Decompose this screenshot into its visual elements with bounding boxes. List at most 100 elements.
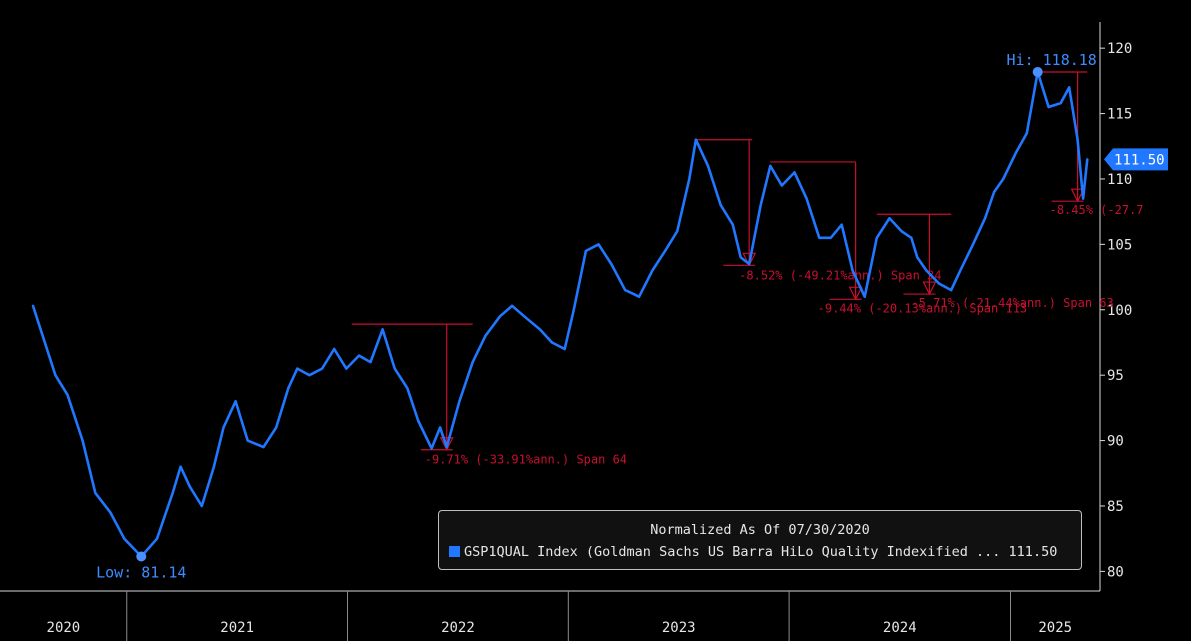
series-point [959, 269, 962, 272]
series-point [597, 243, 600, 246]
series-point [81, 439, 84, 442]
y-tick-label-115: 115 [1107, 107, 1132, 123]
series-point [805, 197, 808, 200]
x-tick-label-2022: 2022 [441, 620, 475, 636]
series-point [94, 491, 97, 495]
series-point [109, 511, 112, 514]
low-marker [136, 551, 147, 562]
drawdown-layer: -9.71% (-33.91%ann.) Span 64 -8.52% (-49.… [351, 71, 1144, 467]
legend-entry-label: GSP1QUAL Index (Goldman Sachs US Barra H… [464, 544, 1058, 560]
series-point [840, 223, 843, 226]
drawdown-label: -8.52% (-49.21%ann.) Span 34 [739, 268, 941, 282]
drawdown-label: -8.45% (-27.7 [1050, 203, 1144, 217]
series-point [275, 426, 278, 429]
series-point [393, 367, 396, 370]
drawdown-arrow [848, 286, 863, 301]
series-line [31, 70, 1089, 558]
series-point [663, 249, 667, 253]
series-point [1086, 158, 1089, 161]
series-point [916, 256, 919, 259]
series-point [739, 256, 742, 259]
series-point [563, 347, 566, 351]
series-point [246, 439, 249, 442]
series-point [584, 249, 588, 253]
series-point [1081, 197, 1085, 200]
series-point [550, 341, 554, 344]
y-tick-label-80: 80 [1107, 564, 1124, 580]
y-tick-label-85: 85 [1107, 499, 1124, 515]
series-point [222, 426, 225, 429]
y-tick-label-110: 110 [1107, 172, 1132, 188]
series-point [262, 445, 265, 449]
drawdown-label: -9.44% (-20.13%ann.) Span 113 [818, 301, 1028, 315]
axis-layer: 80 85 90 95 100 105 110 115 120 2020 2021 2022 2023 2… [0, 22, 1132, 641]
series-point [357, 354, 361, 357]
series-point [31, 304, 35, 307]
series-point [759, 203, 762, 207]
series-point [1076, 138, 1079, 141]
series-point [66, 393, 69, 396]
series-point [445, 445, 448, 449]
series-point [637, 295, 641, 298]
legend-title: Normalized As Of 07/30/2020 [650, 522, 870, 538]
series-point [572, 308, 575, 311]
series-point [1047, 105, 1050, 109]
series-point [308, 374, 311, 377]
series-point [769, 164, 772, 168]
series-point [910, 236, 913, 239]
drawdown-label: -9.71% (-33.91%ann.) Span 64 [425, 453, 627, 467]
series-point [706, 164, 710, 168]
y-tick-label-95: 95 [1107, 368, 1124, 384]
series-point [123, 537, 126, 540]
series-point [992, 190, 996, 194]
annotation-layer: Hi: 118.18 Low: 81.14 111.50 [96, 51, 1168, 581]
series-point [438, 426, 442, 429]
x-tick-label-2025: 2025 [1038, 620, 1072, 636]
series-point [381, 328, 384, 331]
series-point [1025, 132, 1029, 135]
drawdown-arrow [439, 437, 454, 452]
series-point [719, 203, 722, 207]
series-point [296, 367, 299, 370]
series-point [925, 269, 928, 272]
series-point [406, 387, 409, 390]
series-point [829, 236, 832, 239]
series-point [900, 230, 903, 233]
series-point [731, 223, 734, 226]
series-point [875, 236, 878, 239]
series-point [498, 315, 502, 318]
series-point [1059, 101, 1062, 105]
y-tick-label-105: 105 [1107, 237, 1132, 253]
series-point [983, 217, 987, 220]
series-point [430, 447, 433, 450]
series-point [651, 269, 654, 272]
chart-legend: Normalized As Of 07/30/2020 GSP1QUAL Ind… [438, 510, 1082, 570]
series-point [471, 360, 474, 364]
series-point [1002, 177, 1005, 181]
series-point [484, 334, 487, 338]
series-point [748, 262, 751, 266]
y-tick-label-120: 120 [1107, 41, 1132, 57]
x-tick-label-2024: 2024 [883, 620, 917, 636]
series-point [345, 367, 348, 370]
series-point [1014, 151, 1018, 154]
series-point [676, 230, 679, 233]
series-point [320, 367, 324, 370]
series-point [538, 328, 542, 331]
hi-label: Hi: 118.18 [1007, 51, 1097, 69]
series-point [950, 288, 953, 292]
series-point [694, 138, 698, 141]
series-point [234, 400, 237, 403]
series-point [780, 184, 783, 187]
drawdown-arrow [1070, 188, 1085, 203]
series-point [624, 288, 627, 292]
series-point [333, 347, 336, 351]
series-point [610, 262, 613, 266]
series-point [155, 537, 159, 540]
series-point [188, 485, 191, 488]
hi-marker [1032, 66, 1043, 77]
low-label: Low: 81.14 [96, 563, 186, 581]
series-point [212, 465, 216, 468]
series-point [523, 315, 526, 318]
